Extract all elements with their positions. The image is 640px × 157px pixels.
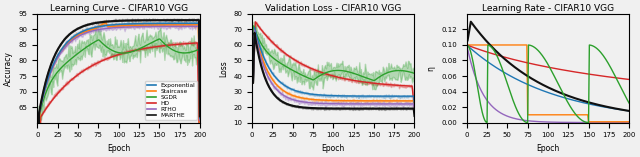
SGDR — [183, 52, 191, 54]
Title: Learning Curve - CIFAR10 VGG: Learning Curve - CIFAR10 VGG — [49, 4, 188, 13]
SGDR — [196, 48, 204, 50]
RTHO — [44, 79, 52, 81]
Staircase — [77, 32, 85, 34]
HD — [188, 42, 196, 44]
MARTHE — [188, 19, 196, 21]
RTHO — [65, 43, 72, 45]
MARTHE — [41, 85, 49, 87]
Staircase — [196, 150, 204, 152]
RTHO — [188, 25, 196, 27]
Title: Validation Loss - CIFAR10 VGG: Validation Loss - CIFAR10 VGG — [265, 4, 401, 13]
MARTHE — [77, 26, 85, 28]
SGDR — [189, 51, 196, 53]
HD — [182, 43, 190, 45]
Title: Learning Rate - CIFAR10 VGG: Learning Rate - CIFAR10 VGG — [482, 4, 614, 13]
X-axis label: Epoch: Epoch — [536, 144, 559, 153]
SGDR — [44, 87, 52, 89]
RTHO — [196, 119, 204, 121]
SGDR — [77, 50, 85, 52]
SGDR — [156, 38, 163, 40]
Line: RTHO: RTHO — [38, 26, 200, 157]
Staircase — [65, 42, 72, 43]
RTHO — [195, 25, 203, 27]
SGDR — [65, 60, 72, 62]
Staircase — [44, 78, 52, 80]
Line: HD: HD — [38, 43, 200, 157]
Exponential — [188, 22, 196, 24]
Exponential — [196, 117, 204, 119]
Y-axis label: Accuracy: Accuracy — [4, 51, 13, 86]
Legend: Exponential, Staircase, SGDR, HD, RTHO, MARTHE: Exponential, Staircase, SGDR, HD, RTHO, … — [145, 81, 197, 120]
Staircase — [102, 22, 109, 24]
X-axis label: Epoch: Epoch — [322, 144, 345, 153]
Exponential — [41, 89, 49, 90]
Y-axis label: η: η — [427, 66, 436, 71]
HD — [196, 156, 204, 157]
Exponential — [182, 22, 190, 24]
Line: MARTHE: MARTHE — [38, 20, 200, 157]
RTHO — [182, 25, 190, 27]
HD — [65, 82, 72, 84]
RTHO — [77, 34, 85, 36]
X-axis label: Epoch: Epoch — [107, 144, 131, 153]
HD — [77, 71, 85, 73]
MARTHE — [182, 19, 190, 21]
HD — [41, 110, 49, 112]
MARTHE — [196, 115, 204, 117]
HD — [44, 105, 52, 107]
Staircase — [183, 24, 191, 26]
SGDR — [41, 95, 49, 97]
Exponential — [65, 40, 72, 42]
Line: SGDR: SGDR — [38, 39, 200, 157]
Line: Staircase: Staircase — [38, 23, 200, 157]
Exponential — [44, 78, 52, 80]
Staircase — [189, 24, 196, 26]
MARTHE — [44, 73, 52, 75]
Staircase — [41, 89, 49, 91]
RTHO — [41, 90, 49, 92]
Line: Exponential: Exponential — [38, 23, 200, 157]
MARTHE — [195, 19, 203, 21]
Y-axis label: Loss: Loss — [219, 60, 228, 77]
MARTHE — [65, 35, 72, 36]
HD — [193, 42, 201, 44]
Exponential — [195, 22, 203, 24]
Exponential — [77, 31, 85, 33]
